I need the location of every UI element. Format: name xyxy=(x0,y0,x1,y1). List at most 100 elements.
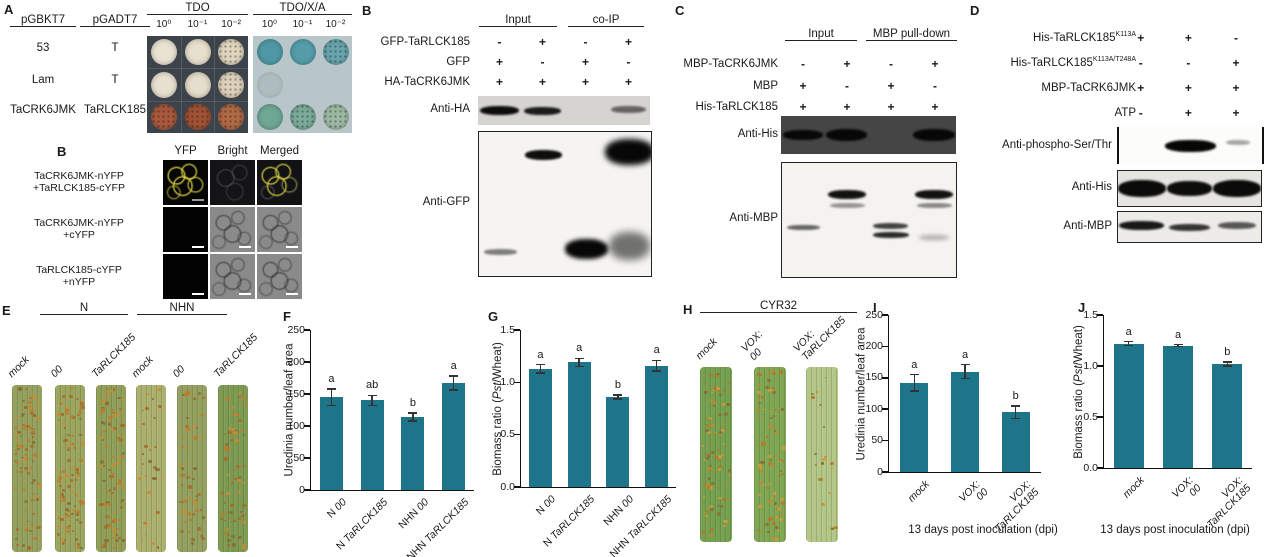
pustule xyxy=(107,423,112,427)
bar xyxy=(951,371,979,472)
plus-minus: - xyxy=(933,79,937,93)
pustule xyxy=(110,463,116,467)
pustule xyxy=(110,455,115,459)
y-tick-mark xyxy=(514,381,520,384)
pustule xyxy=(79,521,83,524)
pustule xyxy=(67,446,70,449)
error-bar-line xyxy=(539,364,542,373)
pustule xyxy=(238,535,242,539)
pustule xyxy=(147,460,152,464)
bifc-image-yfp xyxy=(163,160,208,205)
pustule xyxy=(23,469,27,472)
blot-anti-his xyxy=(781,116,956,154)
pustule xyxy=(227,482,231,485)
error-bar-cap xyxy=(1011,405,1021,407)
y-tick-label: 0.5 xyxy=(500,428,515,441)
blot-band xyxy=(919,234,950,240)
scale-bar xyxy=(192,293,204,295)
blot-anti-gfp xyxy=(478,131,652,277)
pustule xyxy=(151,398,154,400)
error-bar-cap xyxy=(1222,361,1232,363)
pustule xyxy=(185,417,189,420)
error-bar-cap xyxy=(535,363,545,366)
pustule xyxy=(779,497,784,501)
pustule xyxy=(824,456,828,459)
pustule xyxy=(773,430,777,433)
pustule xyxy=(723,389,727,392)
pustule xyxy=(75,468,79,471)
pustule xyxy=(710,481,715,486)
pustule xyxy=(110,389,114,393)
pustule xyxy=(70,415,75,419)
pustule xyxy=(233,468,237,471)
bar xyxy=(1113,343,1144,468)
pustule xyxy=(15,432,19,435)
pustule xyxy=(758,467,763,471)
dilution-label: 10⁻¹ xyxy=(292,19,313,30)
pustule xyxy=(67,501,71,505)
pustule xyxy=(704,514,708,517)
pustule xyxy=(153,446,157,449)
construct-label: MBP-TaCRK6JMK xyxy=(1041,82,1136,94)
blot-label: Anti-GFP xyxy=(422,196,470,208)
pustule xyxy=(79,408,83,411)
error-bar-line xyxy=(330,388,333,406)
pustule xyxy=(757,383,762,387)
pustule xyxy=(710,508,714,511)
pustule xyxy=(778,474,781,477)
pustule xyxy=(192,499,196,503)
pustule xyxy=(141,409,144,412)
error-bar-line xyxy=(412,413,414,421)
pustule xyxy=(710,423,715,428)
blot-anti-phospho-ser-thr xyxy=(1117,127,1264,164)
colony xyxy=(218,71,245,98)
pustule xyxy=(769,458,773,461)
pustule xyxy=(32,498,36,501)
pustule xyxy=(75,538,79,541)
pustule xyxy=(761,483,766,487)
pustule xyxy=(109,427,114,431)
pustule xyxy=(191,477,195,481)
pustule xyxy=(108,488,112,491)
plate-gridline xyxy=(180,36,182,133)
pustule xyxy=(191,542,195,545)
pustule xyxy=(226,448,231,453)
pustule xyxy=(201,436,205,439)
pustule xyxy=(237,478,242,482)
pustule xyxy=(778,459,781,462)
plate-title: TDO/X/A xyxy=(253,2,352,15)
panel-b-coip-label: B xyxy=(362,3,372,18)
pustule xyxy=(105,445,108,448)
pustule xyxy=(706,455,710,458)
pustule xyxy=(772,492,776,496)
y-tick-mark xyxy=(514,433,520,436)
significance-letter: a xyxy=(450,360,457,373)
leaf-image xyxy=(700,367,732,542)
pustule xyxy=(778,458,782,461)
pustule xyxy=(756,528,760,531)
f-chart: 0 50 100 150 200 250 a N 00 ab N TaRLCK185 b NHN 00… xyxy=(287,324,474,557)
pustule xyxy=(32,492,36,495)
pustule xyxy=(155,510,160,514)
x-category-label: N 00 xyxy=(533,493,559,518)
pustule xyxy=(105,401,109,405)
pustule xyxy=(61,495,65,498)
y-tick-label: 150 xyxy=(287,387,305,400)
pustule xyxy=(121,398,124,402)
pustule xyxy=(723,443,726,446)
pustule xyxy=(776,507,781,511)
pustule xyxy=(106,490,110,494)
pustule xyxy=(704,385,709,389)
pustule xyxy=(112,388,116,391)
colony xyxy=(256,71,283,98)
y-tick-label: 1.0 xyxy=(500,375,515,388)
plus-minus: + xyxy=(799,79,807,93)
pustule xyxy=(225,527,230,531)
pustule xyxy=(75,494,79,498)
plus-minus: + xyxy=(1184,106,1192,120)
pustule xyxy=(57,516,61,520)
pustule xyxy=(774,409,777,412)
pustule xyxy=(77,413,80,416)
pustule xyxy=(75,510,81,514)
pustule xyxy=(68,442,73,446)
